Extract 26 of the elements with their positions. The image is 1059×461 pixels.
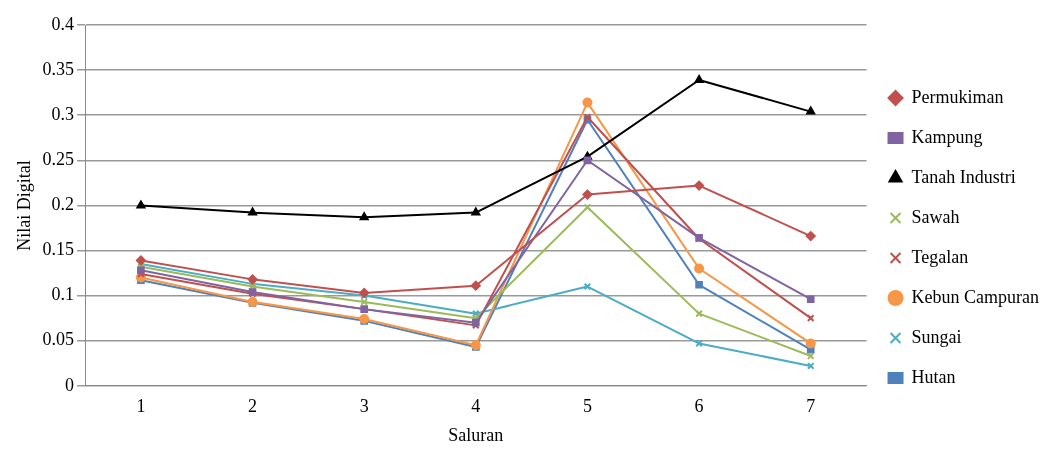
x-tick-label: 6 [694,396,704,417]
legend-label: Hutan [911,366,956,387]
legend-label: Permukiman [911,86,1004,107]
legend-label: Kampung [911,126,983,147]
legend-label: Sawah [911,206,960,227]
legend-label: Tanah Industri [911,166,1016,187]
y-tick-label: 0.35 [42,58,75,79]
legend-label: Sungai [911,326,962,347]
x-tick-label: 5 [582,396,592,417]
y-tick-label: 0.25 [42,149,75,170]
y-tick-label: 0.15 [42,239,75,260]
y-tick-label: 0.4 [51,13,75,34]
x-axis-title: Saluran [448,424,504,445]
x-tick-label: 3 [359,396,369,417]
x-tick-label: 1 [136,396,146,417]
x-tick-label: 2 [248,396,258,417]
legend-label: Kebun Campuran [911,286,1039,307]
y-tick-label: 0 [65,374,75,395]
y-tick-label: 0.1 [51,284,75,305]
y-tick-label: 0.3 [51,103,75,124]
x-tick-label: 7 [806,396,816,417]
y-axis-title: Nilai Digital [13,160,34,251]
y-tick-label: 0.05 [42,329,75,350]
legend-label: Tegalan [911,246,969,267]
y-tick-label: 0.2 [51,194,75,215]
x-tick-label: 4 [471,396,481,417]
